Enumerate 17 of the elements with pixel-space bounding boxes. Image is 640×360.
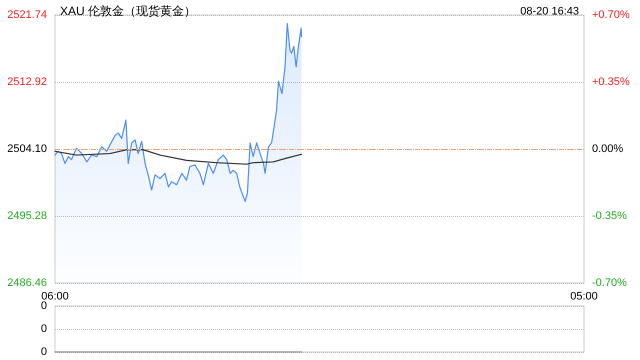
x-tick-label: 05:00 (570, 290, 598, 302)
y-tick-label: 2504.10 (7, 143, 47, 155)
y-tick-label: 2486.46 (7, 277, 47, 289)
y2-tick-label: -0.35% (592, 210, 628, 222)
x-tick-label: 06:00 (41, 290, 69, 302)
chart-title: XAU 伦敦金（现货黄金） (60, 4, 196, 18)
y2-tick-label: +0.35% (592, 76, 630, 88)
y-tick-label: 2512.92 (7, 76, 47, 88)
y-tick-label: 2495.28 (7, 210, 47, 222)
annotation: 08-20 16:43 (520, 6, 579, 18)
y2-tick-label: 0.00% (592, 143, 624, 155)
y2-tick-label: +0.70% (592, 9, 630, 21)
y-tick-label: 0 (40, 300, 47, 312)
y-tick-label: 2521.74 (7, 9, 47, 21)
y-tick-label: 0 (40, 323, 47, 335)
y2-tick-label: -0.70% (592, 277, 628, 289)
y-tick-label: 0 (40, 346, 47, 358)
